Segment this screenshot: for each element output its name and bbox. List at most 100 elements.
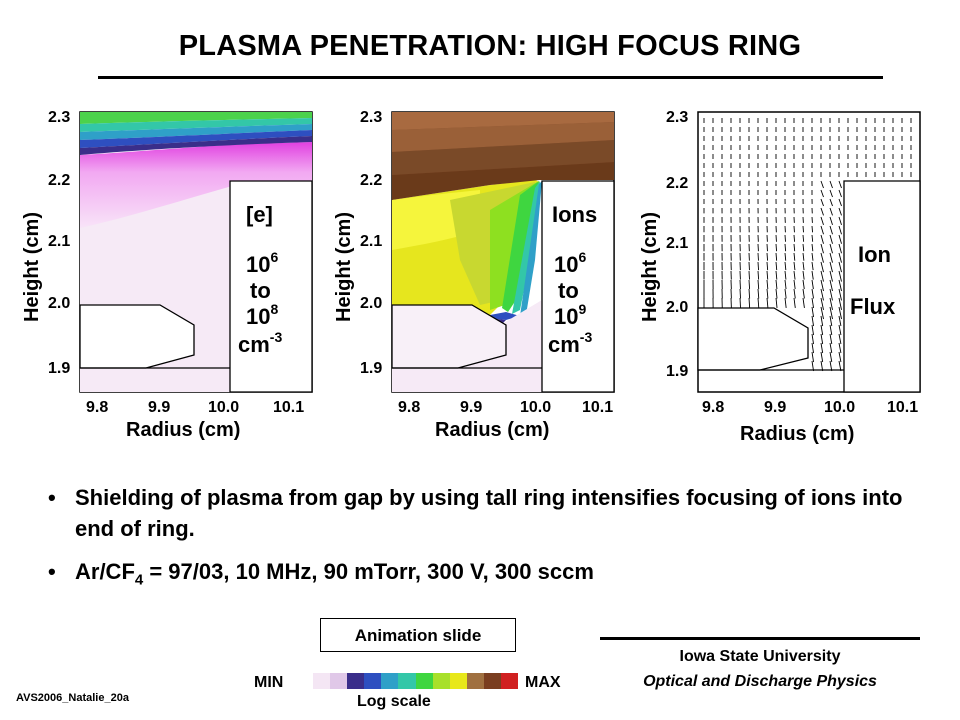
flux-vector <box>820 270 824 282</box>
scale-swatch <box>500 673 519 689</box>
plasma-gradient <box>80 142 312 228</box>
ion-flux-vectors <box>703 118 912 372</box>
flux-vector <box>829 252 833 263</box>
ytick-label: 2.0 <box>48 295 70 312</box>
flux-vector <box>766 297 769 308</box>
bullet-item: • Shielding of plasma from gap by using … <box>48 482 928 544</box>
flux-vector <box>838 288 842 301</box>
flux-vector <box>820 216 824 225</box>
band-green <box>80 112 312 124</box>
flux-vector <box>802 252 805 261</box>
flux-vector <box>811 324 814 336</box>
bullet-text: Shielding of plasma from gap by using ta… <box>75 485 903 541</box>
flux-vector <box>838 333 842 345</box>
scale-swatch <box>296 673 314 689</box>
scale-min-label: MIN <box>254 674 284 691</box>
flux-vector <box>802 225 804 233</box>
ytick-label: 2.1 <box>360 233 382 250</box>
svg-text:[e]: [e] <box>246 202 273 227</box>
flux-vector <box>784 261 787 271</box>
svg-text:cm-3: cm-3 <box>238 329 282 357</box>
flux-vector <box>829 198 833 207</box>
flux-vector <box>820 243 824 254</box>
flux-vector <box>811 342 814 354</box>
flux-vector <box>793 243 796 252</box>
flux-vector <box>829 180 833 189</box>
flux-vector <box>820 189 824 198</box>
flux-vector <box>766 288 769 299</box>
flux-vector <box>820 342 824 354</box>
flux-vector <box>802 243 805 252</box>
band-cyan <box>80 124 312 140</box>
density-range-annotation: Ions 106 to 109 cm-3 <box>548 202 597 357</box>
electron-density-plot: 2.3 2.2 2.1 2.0 1.9 9.8 9.9 10.0 10.1 Ra… <box>21 109 313 441</box>
y-axis-label: Height (cm) <box>639 212 661 322</box>
flux-vector <box>775 261 778 271</box>
x-axis-label: Radius (cm) <box>740 423 854 445</box>
flux-vector <box>838 225 842 235</box>
ytick-label: 2.1 <box>48 233 70 250</box>
animation-slide-label: Animation slide <box>320 618 516 652</box>
affiliation-group: Optical and Discharge Physics <box>643 673 877 690</box>
slide-id: AVS2006_Natalie_20a <box>16 692 129 704</box>
ytick-label: 2.2 <box>666 175 688 192</box>
svg-text:109: 109 <box>554 301 586 329</box>
ytick-label: 2.2 <box>48 172 70 189</box>
flux-vector <box>757 297 760 308</box>
band-green <box>502 181 539 312</box>
affiliation-university: Iowa State University <box>679 648 841 665</box>
xtick-label: 10.0 <box>824 399 855 416</box>
flux-vector <box>793 234 796 242</box>
svg-text:to: to <box>558 278 579 303</box>
flux-vector <box>784 252 787 261</box>
flux-vector <box>802 288 805 299</box>
title-underline <box>98 76 883 79</box>
flux-vector <box>838 261 842 273</box>
flux-vector <box>811 306 814 318</box>
flux-vector <box>829 360 833 372</box>
flux-vector <box>811 279 814 290</box>
flux-vector <box>820 324 824 336</box>
svg-text:Ion: Ion <box>858 242 891 267</box>
flux-vector <box>748 279 751 290</box>
ytick-label: 2.3 <box>48 109 70 126</box>
flux-vector <box>793 270 796 280</box>
ytick-label: 1.9 <box>48 360 70 377</box>
flux-vector <box>748 297 751 308</box>
flux-vector <box>775 270 778 280</box>
flux-vector <box>829 189 833 198</box>
log-color-scale <box>296 673 519 689</box>
flux-vector <box>766 252 769 261</box>
flux-vector <box>838 216 842 225</box>
flux-vector <box>748 270 750 280</box>
xtick-label: 10.1 <box>887 399 918 416</box>
xtick-label: 10.1 <box>582 399 613 416</box>
scale-swatch <box>313 673 331 689</box>
scale-swatch <box>483 673 501 689</box>
svg-text:to: to <box>250 278 271 303</box>
ytick-label: 2.3 <box>360 109 382 126</box>
wafer-electrode <box>391 304 507 369</box>
bullet-text-pre: Ar/CF <box>75 559 135 584</box>
flux-vector <box>820 252 824 263</box>
flux-vector <box>784 288 787 299</box>
band-teal <box>80 118 312 132</box>
scale-swatch <box>415 673 433 689</box>
band-dark-brown <box>392 162 614 200</box>
scale-swatch <box>381 673 399 689</box>
flux-vector <box>811 360 814 372</box>
scale-swatch <box>466 673 484 689</box>
bullet-dot: • <box>48 485 56 510</box>
flux-vector <box>757 261 760 271</box>
flux-vector <box>766 279 769 290</box>
flux-vector <box>793 279 796 290</box>
flux-vector <box>838 189 842 198</box>
wafer-electrode <box>79 304 195 369</box>
flux-vector <box>802 234 805 242</box>
panel-ion-density: 2.3 2.2 2.1 2.0 1.9 9.8 9.9 10.0 10.1 Ra… <box>330 100 630 450</box>
flux-vector <box>820 360 824 372</box>
ion-flux-plot: 2.3 2.2 2.1 2.0 1.9 9.8 9.9 10.0 10.1 Ra… <box>639 109 921 445</box>
y-axis-label: Height (cm) <box>333 212 355 322</box>
flux-vector <box>820 288 824 301</box>
flux-vector <box>811 243 814 252</box>
